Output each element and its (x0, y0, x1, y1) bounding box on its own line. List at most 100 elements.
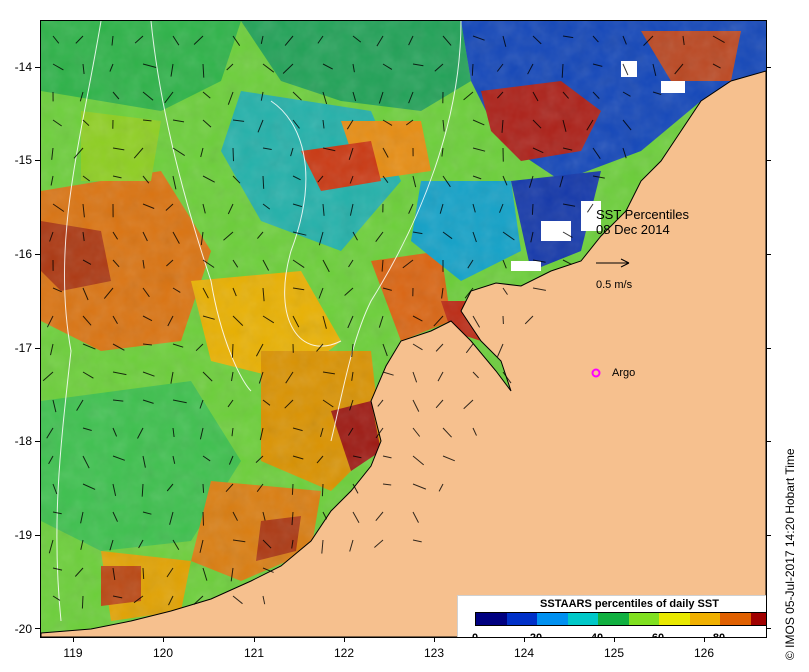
current-vector (52, 567, 63, 571)
current-vector (282, 63, 294, 74)
current-vector (52, 63, 64, 71)
legend-title: SSTAARS percentiles of daily SST (540, 598, 719, 610)
argo-label: Argo (612, 367, 636, 379)
current-vector (348, 147, 354, 160)
current-vector (322, 259, 330, 273)
current-vector (467, 259, 474, 269)
current-vector (378, 91, 384, 104)
current-vector (202, 511, 204, 526)
current-vector (262, 147, 272, 150)
current-vector (382, 147, 389, 158)
current-vector (349, 175, 354, 184)
current-vector (193, 595, 204, 605)
current-vector (285, 371, 294, 384)
current-vector (172, 343, 184, 348)
current-vector (318, 287, 324, 299)
velocity-scale-arrow (596, 258, 630, 268)
current-vector (532, 147, 544, 154)
current-vector (562, 231, 573, 238)
current-vector (142, 175, 150, 184)
x-tick-label: 123 (423, 646, 445, 660)
current-vector (202, 203, 206, 214)
current-vector (322, 315, 327, 329)
current-vector (531, 203, 534, 215)
current-vector (232, 175, 241, 184)
current-vector (112, 455, 125, 461)
current-vector (412, 231, 423, 235)
current-vector (346, 119, 354, 130)
current-vector (262, 399, 271, 406)
current-vector (232, 147, 234, 162)
current-vector (262, 595, 266, 605)
current-vector (317, 35, 324, 44)
current-vector (262, 315, 275, 324)
current-vector (347, 315, 354, 329)
current-vector (199, 399, 204, 409)
current-vector (292, 427, 303, 432)
velocity-scale-label: 0.5 m/s (596, 279, 633, 291)
current-vector (349, 399, 354, 411)
current-vector (532, 35, 542, 45)
current-vector (472, 427, 477, 436)
current-vector (562, 147, 573, 151)
current-vector (112, 567, 116, 581)
current-vector (168, 595, 174, 606)
colorbar-segment (537, 613, 568, 625)
current-vector (82, 203, 85, 218)
current-vector (382, 343, 388, 357)
current-vector (231, 427, 234, 437)
current-vector (227, 91, 234, 105)
current-vector (142, 119, 152, 122)
current-vector (322, 63, 333, 70)
current-vector (284, 399, 294, 409)
current-vector (82, 287, 89, 301)
current-vector (172, 455, 176, 464)
current-vector (532, 119, 542, 129)
current-vector (142, 343, 152, 346)
current-vector (172, 427, 175, 438)
x-tick-label: 126 (693, 646, 715, 660)
current-vector (225, 483, 234, 493)
current-vector (172, 119, 185, 123)
current-vector (80, 539, 84, 550)
current-vector (439, 203, 444, 214)
current-vector (255, 343, 264, 357)
current-vector (532, 287, 546, 291)
current-vector (322, 399, 334, 408)
land-area (41, 70, 766, 637)
current-vector (292, 259, 305, 269)
current-vector (52, 511, 62, 515)
current-vector (52, 399, 57, 413)
current-vector (622, 91, 631, 97)
colorbar-segment (476, 613, 507, 625)
current-vector (232, 539, 246, 543)
legend-tick: 80 (712, 632, 726, 638)
current-vector (82, 427, 92, 431)
current-vector (292, 203, 303, 208)
current-vector (352, 91, 357, 102)
current-vector (133, 147, 144, 159)
current-vector (172, 539, 180, 551)
current-vector (316, 343, 324, 352)
y-tick-label: -17 (14, 341, 32, 355)
current-vector (259, 427, 264, 441)
current-vector (80, 511, 84, 524)
colorbar-segment (750, 613, 766, 625)
current-vector (137, 427, 144, 439)
map-title-line-2: 08 Dec 2014 (596, 222, 670, 237)
current-vector (375, 427, 384, 439)
current-vector (46, 315, 54, 328)
current-vector (202, 287, 209, 299)
current-vector (652, 91, 662, 95)
current-vector (586, 119, 594, 131)
current-vector (562, 203, 576, 207)
current-vector (82, 343, 96, 350)
current-vector (592, 91, 600, 99)
current-vector (472, 175, 482, 180)
current-vector (50, 175, 54, 186)
current-vector (232, 259, 239, 268)
current-vector (472, 231, 477, 243)
current-vector (227, 399, 234, 408)
colorbar-segment (628, 613, 659, 625)
current-vector (142, 511, 152, 515)
